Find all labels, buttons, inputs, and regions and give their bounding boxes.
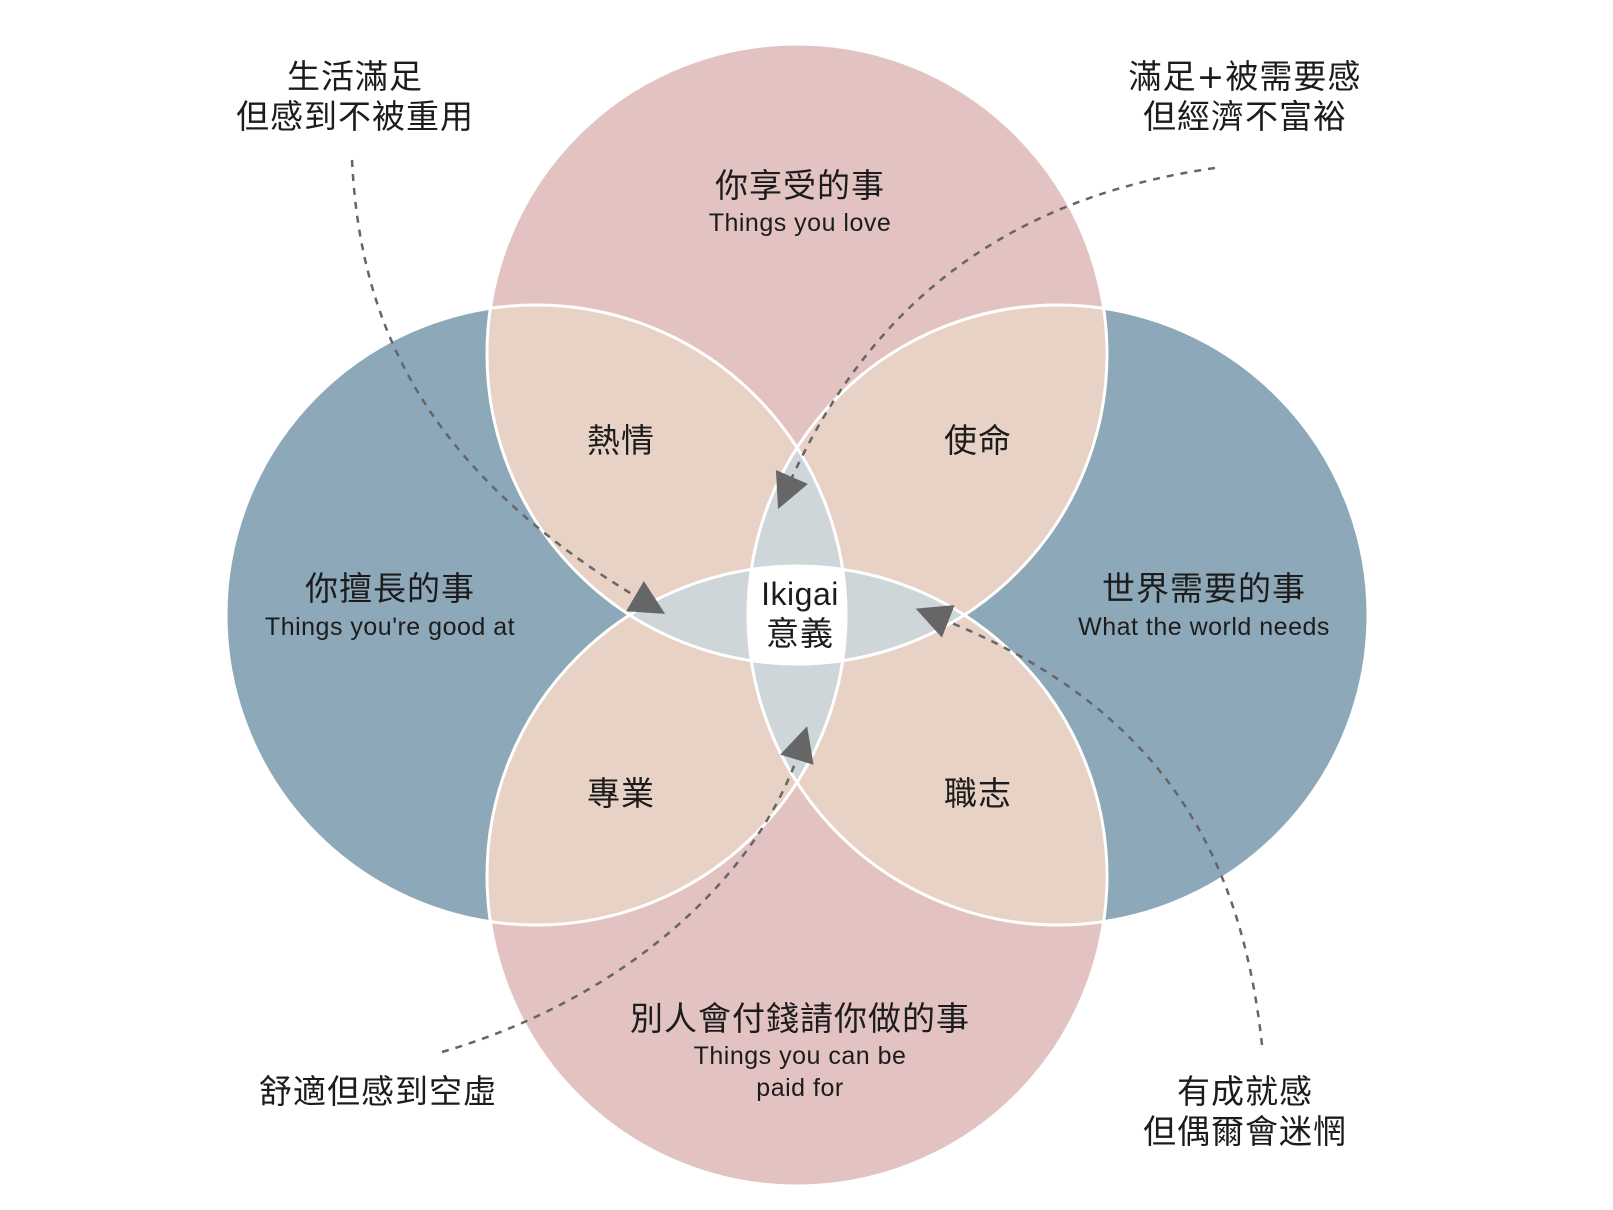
connectors [350,159,1264,1054]
ikigai-label-zh: 意義 [766,614,834,653]
connector-top-right [775,166,1216,510]
ikigai-label-en: Ikigai [761,576,839,612]
good-label-zh: 你擅長的事 [305,569,475,608]
connector-bottom-left [441,726,814,1054]
callout-bottom-right-line2: 但偶爾會迷惘 [1143,1112,1347,1151]
callout-bottom-right-line1: 有成就感 [1177,1072,1313,1111]
callout-bottom-left-line1: 舒適但感到空虛 [259,1072,497,1111]
good-label-en: Things you're good at [265,613,515,641]
paid-label-en-line1: Things you can be [694,1042,907,1070]
profession-label: 專業 [587,774,655,813]
callout-top-left-line1: 生活滿足 [287,57,423,96]
callout-top-right-line1: 滿足+被需要感 [1129,57,1362,96]
paid-label-zh: 別人會付錢請你做的事 [630,999,970,1038]
vocation-label: 職志 [944,774,1012,813]
circle-outlines [224,42,1370,1188]
love-label-en: Things you love [709,209,892,237]
ikigai-center-area [748,566,846,664]
love-label-zh: 你享受的事 [715,166,885,205]
mission-label: 使命 [944,421,1012,460]
world-label-en: What the world needs [1078,613,1330,641]
paid-label-en-line2: paid for [756,1074,843,1102]
callout-top-left-line2: 但感到不被重用 [236,97,474,136]
passion-label: 熱情 [587,421,655,460]
connector-top-left [350,159,666,614]
world-label-zh: 世界需要的事 [1102,569,1306,608]
callout-top-right-line2: 但經濟不富裕 [1143,97,1347,136]
